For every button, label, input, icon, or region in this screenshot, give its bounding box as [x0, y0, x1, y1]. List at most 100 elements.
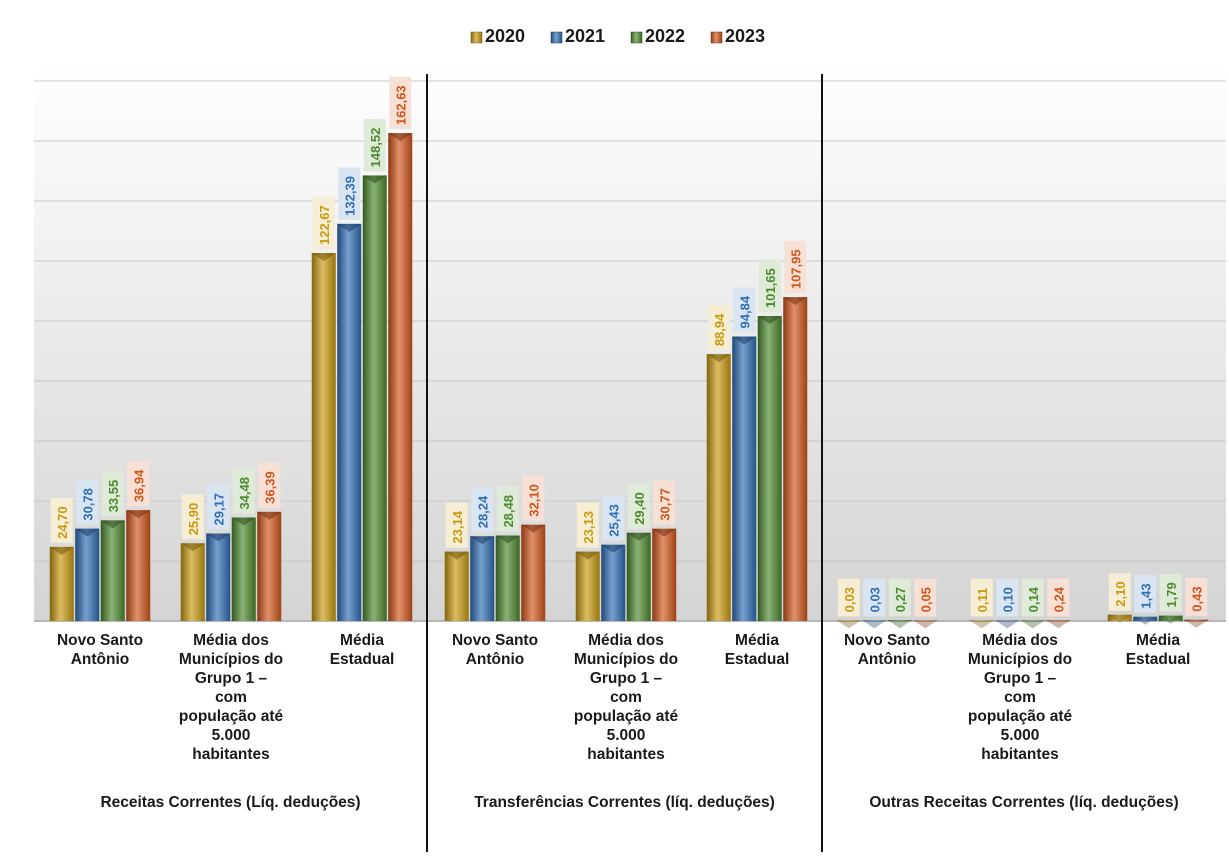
bar-body [257, 511, 282, 621]
data-label: 132,39 [342, 176, 357, 216]
category-label: Média dos Municípios do Grupo 1 – com popula… [179, 632, 284, 763]
bar-body [75, 528, 100, 621]
bar [180, 543, 205, 621]
data-label: 0,24 [1051, 586, 1066, 612]
bar [995, 620, 1020, 629]
bar [706, 354, 731, 621]
bar-body [995, 620, 1020, 621]
bar-bevel [836, 620, 861, 629]
bar [231, 517, 256, 621]
bar-body [444, 551, 469, 621]
bar-body [470, 536, 495, 621]
bar [49, 546, 74, 621]
data-label-badge [888, 578, 911, 617]
bar [1133, 616, 1158, 625]
bar [337, 223, 362, 621]
bar-body [783, 297, 808, 621]
bar-body [206, 533, 231, 621]
data-label-badge [445, 502, 468, 548]
data-label: 28,48 [501, 495, 516, 528]
data-label: 107,95 [788, 249, 803, 289]
bar [362, 175, 387, 621]
data-label: 101,65 [763, 268, 778, 308]
data-label-badge [101, 471, 124, 517]
category-label: Novo Santo Antônio [57, 632, 143, 668]
data-label: 0,10 [1000, 587, 1015, 612]
bar-body [311, 252, 336, 622]
bar-bevel [1046, 620, 1071, 629]
bar-bevel [444, 551, 469, 560]
bar-body [126, 510, 151, 621]
data-label-badge [232, 468, 255, 514]
bar-bevel [601, 544, 626, 553]
data-label-badge [970, 578, 993, 617]
bar-bevel [388, 133, 413, 142]
data-label: 28,24 [475, 495, 490, 528]
bar-bevel [49, 546, 74, 555]
data-label: 29,17 [211, 493, 226, 526]
bar-bevel [75, 528, 100, 537]
bar [1046, 620, 1071, 629]
bar [575, 551, 600, 621]
bar [100, 520, 125, 621]
data-label: 36,94 [131, 469, 146, 502]
data-label: 29,40 [632, 492, 647, 525]
bar-body [652, 528, 677, 621]
bar-bevel [969, 620, 994, 629]
bar [75, 528, 100, 621]
bar-bevel [757, 316, 782, 325]
bar [887, 620, 912, 629]
bar-body [836, 620, 861, 621]
bar-bevel [706, 354, 731, 363]
bar-bevel [206, 533, 231, 542]
data-label-badge [389, 76, 412, 130]
legend-swatch [550, 31, 563, 44]
data-label: 30,77 [657, 488, 672, 521]
data-label: 33,55 [106, 480, 121, 513]
bar [601, 544, 626, 621]
bar-bevel [1158, 615, 1183, 624]
data-label: 0,14 [1026, 586, 1041, 612]
data-label-badge [707, 305, 730, 351]
bar-bevel [1020, 620, 1045, 629]
data-label-badge [471, 487, 494, 533]
data-label-badge [1047, 578, 1070, 617]
data-label: 148,52 [368, 128, 383, 168]
data-label-badge [258, 462, 281, 508]
bar-bevel [521, 524, 546, 533]
data-label-badge [76, 479, 99, 525]
data-label: 30,78 [80, 488, 95, 521]
legend-item: 2020 [470, 26, 525, 46]
bar-bevel [311, 252, 336, 261]
bar-bevel [652, 528, 677, 537]
bars [49, 133, 1209, 629]
bar-bevel [995, 620, 1020, 629]
bar [652, 528, 677, 621]
bar [1107, 614, 1132, 623]
bar-bevel [783, 297, 808, 306]
data-label: 34,48 [237, 477, 252, 510]
bar [626, 532, 651, 621]
data-label: 0,03 [842, 587, 857, 612]
bar-body [969, 620, 994, 621]
bar [470, 536, 495, 621]
bar [1020, 620, 1045, 629]
bar [732, 336, 757, 621]
legend-label: 2021 [565, 26, 605, 46]
bar [862, 620, 887, 629]
data-label: 36,39 [262, 471, 277, 504]
data-label: 94,84 [737, 295, 752, 328]
bar-body [49, 546, 74, 621]
data-label: 0,43 [1189, 586, 1204, 611]
bar-body [706, 354, 731, 621]
bar [311, 252, 336, 622]
legend-swatch [710, 31, 723, 44]
data-label-badge [181, 494, 204, 540]
bar [1158, 615, 1183, 624]
data-label: 24,70 [55, 506, 70, 539]
bar [206, 533, 231, 621]
bar-body [495, 535, 520, 621]
bar-bevel [337, 223, 362, 232]
bar-body [362, 175, 387, 621]
